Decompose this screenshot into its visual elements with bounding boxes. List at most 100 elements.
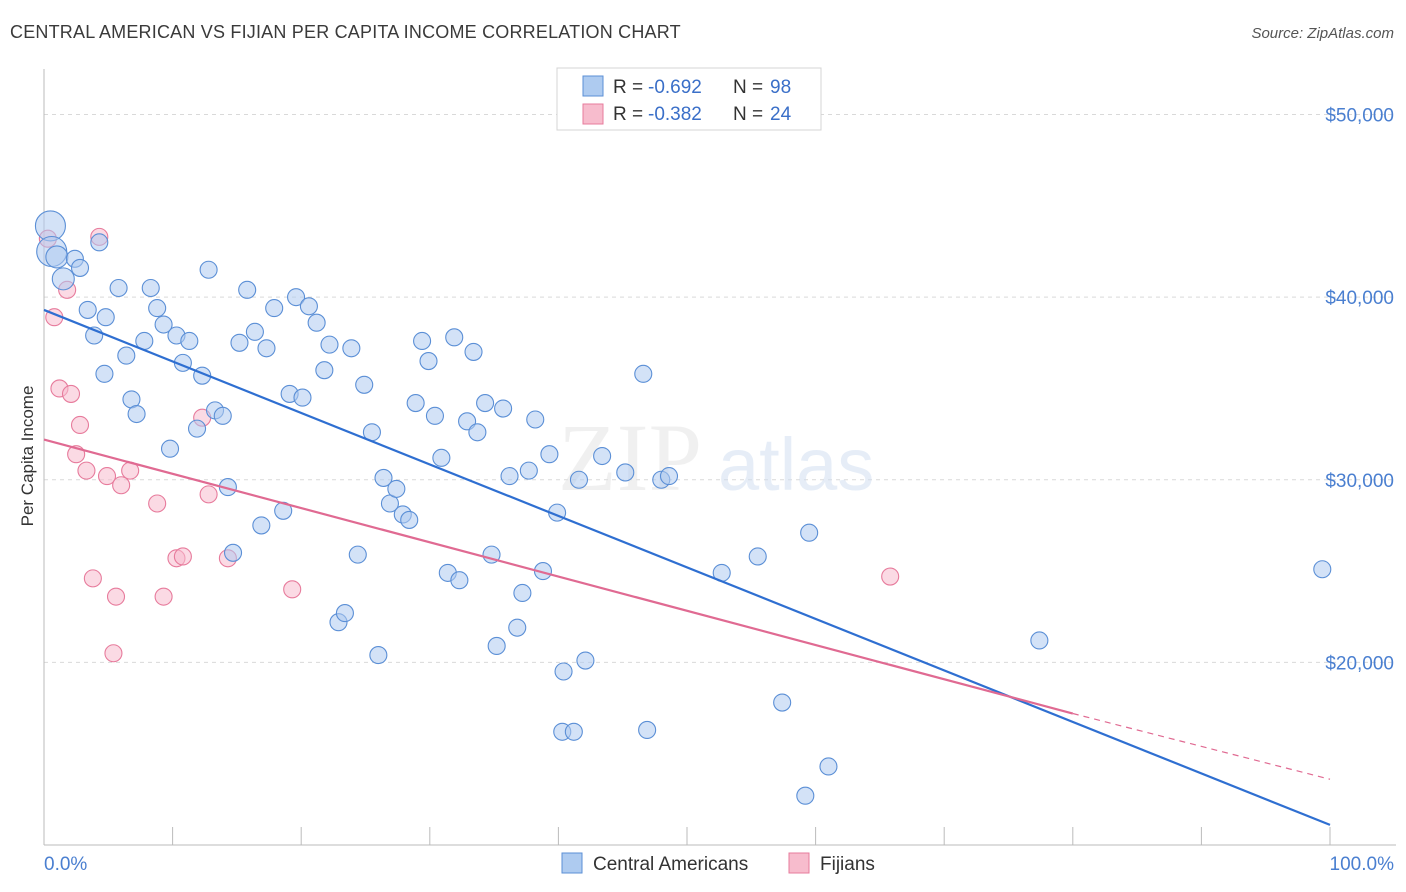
data-point-central-americans [513, 583, 532, 603]
data-point-central-americans [245, 322, 264, 341]
data-point-central-americans [223, 543, 243, 562]
data-point-central-americans [468, 423, 487, 442]
legend-n-label-2: N = [733, 104, 763, 125]
data-point-central-americans [519, 461, 538, 480]
data-point-central-americans [540, 445, 559, 464]
data-point-central-americans [773, 693, 792, 712]
data-point-fijians [148, 494, 167, 513]
data-point-fijians [283, 580, 302, 599]
legend-label-central-americans: Central Americans [593, 854, 748, 875]
data-point-central-americans [413, 331, 432, 351]
data-point-central-americans [445, 328, 464, 347]
data-point-central-americans [800, 523, 819, 542]
data-point-central-americans [230, 333, 249, 352]
data-point-central-americans [508, 618, 527, 637]
data-point-fijians [97, 467, 117, 486]
legend-n-value-2: 24 [770, 104, 792, 125]
data-point-central-americans [148, 299, 167, 318]
data-point-central-americans [252, 516, 271, 535]
data-point-central-americans [187, 419, 207, 438]
y-tick-label: $30,000 [1325, 471, 1394, 492]
trend-line-central-americans [43, 308, 1331, 826]
data-point-central-americans [819, 757, 838, 776]
data-point-central-americans [500, 467, 519, 486]
data-point-central-americans [355, 375, 374, 394]
legend-r-value-1: -0.692 [648, 77, 702, 98]
data-point-central-americans [425, 406, 444, 425]
data-point-central-americans [369, 646, 388, 665]
legend-label-fijians: Fijians [820, 854, 875, 875]
legend-swatch-blue [582, 75, 604, 97]
data-point-central-americans [127, 404, 146, 424]
data-point-central-americans [95, 364, 114, 383]
data-point-central-americans [796, 786, 815, 805]
y-axis-title: Per Capita Income [18, 386, 37, 527]
data-point-central-americans [1030, 631, 1049, 650]
data-point-fijians [104, 644, 123, 663]
data-point-central-americans [494, 399, 513, 418]
series-fijians [38, 227, 900, 663]
data-point-central-americans [90, 233, 109, 252]
data-point-central-americans [315, 361, 334, 380]
data-point-central-americans [238, 280, 257, 299]
data-point-central-americans [70, 258, 90, 277]
data-point-central-americans [569, 470, 589, 489]
data-point-central-americans [374, 468, 393, 487]
legend-n-label-1: N = [733, 77, 763, 98]
y-tick-label: $40,000 [1325, 288, 1394, 309]
data-point-central-americans [320, 335, 339, 354]
legend-swatch-central-americans [561, 852, 583, 874]
y-tick-label: $50,000 [1325, 106, 1394, 127]
data-point-central-americans [476, 394, 495, 413]
legend-n-value-1: 98 [770, 77, 791, 98]
data-point-central-americans [293, 388, 312, 407]
data-point-fijians [881, 567, 900, 586]
data-point-central-americans [213, 406, 232, 425]
y-tick-label: $20,000 [1325, 653, 1394, 674]
chart-title: CENTRAL AMERICAN VS FIJIAN PER CAPITA IN… [10, 22, 681, 42]
data-point-fijians [173, 547, 192, 566]
data-point-central-americans [1313, 560, 1332, 579]
data-point-central-americans [117, 346, 136, 365]
legend-r-label-2: R = [613, 104, 643, 125]
data-point-central-americans [616, 463, 635, 482]
series-legend: Central Americans Fijians [561, 852, 875, 875]
data-point-fijians [61, 384, 81, 403]
data-point-fijians [154, 587, 173, 606]
data-point-central-americans [464, 342, 483, 361]
data-point-central-americans [432, 448, 451, 467]
legend-swatch-fijians [788, 852, 810, 874]
data-point-central-americans [659, 467, 679, 486]
watermark-atlas: atlas [718, 423, 874, 506]
data-point-central-americans [257, 339, 276, 358]
legend-r-value-2: -0.382 [648, 104, 702, 125]
legend-r-label-1: R = [613, 77, 643, 98]
correlation-legend: R = -0.692 N = 98 R = -0.382 N = 24 [556, 67, 822, 131]
data-point-central-americans [141, 278, 160, 298]
data-point-fijians [83, 569, 102, 588]
data-point-central-americans [576, 651, 595, 670]
data-point-central-americans [593, 446, 612, 466]
data-point-central-americans [348, 545, 367, 564]
watermark-zip: ZIP [558, 404, 702, 511]
data-point-central-americans [634, 364, 653, 383]
data-point-central-americans [450, 571, 469, 590]
trend-line-fijians-extension [1072, 712, 1331, 780]
data-point-central-americans [160, 439, 180, 458]
legend-swatch-pink [582, 103, 604, 125]
data-point-fijians [70, 415, 90, 435]
data-point-central-americans [554, 662, 573, 681]
data-point-central-americans [287, 288, 306, 307]
data-point-central-americans [307, 313, 326, 332]
data-point-central-americans [638, 720, 657, 740]
watermark: ZIP atlas [558, 404, 874, 511]
data-point-fijians [106, 587, 126, 606]
data-point-central-americans [265, 299, 284, 318]
source-label: Source: ZipAtlas.com [1251, 25, 1394, 42]
data-point-central-americans [342, 339, 361, 358]
data-point-central-americans [299, 297, 318, 316]
data-point-central-americans [109, 278, 128, 298]
data-point-fijians [199, 485, 218, 504]
data-point-central-americans [154, 315, 173, 334]
